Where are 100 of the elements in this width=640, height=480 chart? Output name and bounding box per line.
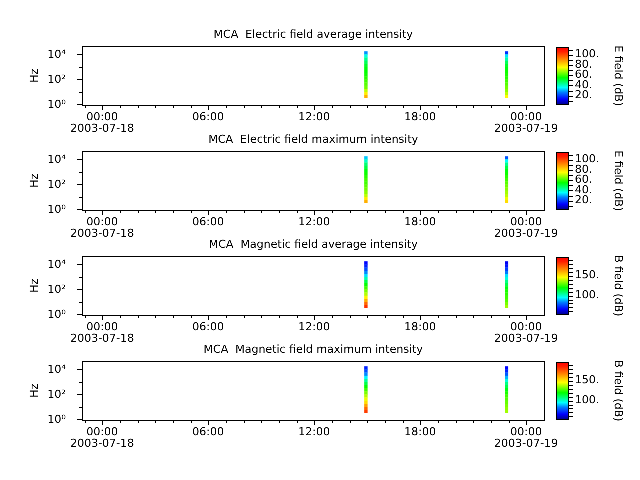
- point: [505, 200, 509, 204]
- color-bar-title: E field (dB): [612, 150, 626, 212]
- point: [364, 52, 368, 55]
- y-tick-label: 10²: [48, 178, 66, 191]
- color-bar-label: 100.: [575, 288, 600, 302]
- point: [364, 166, 368, 170]
- y-tick-label: 10⁰: [48, 98, 67, 111]
- color-bar-label: 100.: [575, 393, 600, 406]
- point: [364, 95, 368, 98]
- point: [364, 264, 368, 268]
- point: [364, 290, 368, 293]
- point: [364, 82, 368, 86]
- x-tick-label: 00:00 2003-07-19: [494, 216, 558, 240]
- point: [364, 274, 368, 278]
- point: [364, 283, 368, 287]
- point: [364, 370, 368, 373]
- point: [364, 299, 368, 302]
- point: [364, 197, 368, 200]
- point: [364, 60, 368, 64]
- y-tick-label: 10²: [48, 282, 66, 296]
- x-tick-label: 00:00 2003-07-19: [494, 426, 558, 450]
- point: [364, 376, 368, 380]
- point: [364, 262, 368, 265]
- y-tick-label: 10⁴: [48, 258, 67, 271]
- color-bar-title: E field (dB): [612, 46, 626, 106]
- point: [364, 54, 368, 58]
- x-tick-label: 18:00: [404, 216, 436, 229]
- point: [364, 407, 368, 410]
- point: [364, 385, 368, 388]
- point: [364, 280, 368, 284]
- x-tick-label: 06:00: [192, 216, 224, 229]
- y-tick-label: 10⁴: [48, 152, 67, 166]
- point: [364, 292, 368, 296]
- chart-title: MCA Electric field average intensity: [214, 28, 414, 41]
- point: [505, 305, 509, 308]
- point: [364, 200, 368, 204]
- x-tick-label: 12:00: [298, 426, 330, 439]
- y-tick-label: 10⁰: [48, 308, 67, 321]
- x-tick-label: 00:00 2003-07-18: [70, 216, 134, 240]
- x-tick-label: 12:00: [298, 320, 330, 334]
- point: [505, 398, 509, 401]
- y-tick-label: 10⁴: [48, 362, 67, 376]
- point: [505, 280, 509, 284]
- point: [364, 188, 368, 191]
- point: [364, 80, 368, 83]
- point: [364, 67, 368, 70]
- point: [364, 382, 368, 386]
- point: [364, 400, 368, 404]
- point: [364, 270, 368, 274]
- point: [364, 70, 368, 74]
- point: [364, 296, 368, 300]
- color-bar-label: 150.: [575, 374, 600, 387]
- y-axis-title: Hz: [28, 174, 41, 188]
- point: [505, 175, 509, 178]
- point: [505, 410, 509, 414]
- point: [364, 58, 368, 61]
- point: [364, 286, 368, 290]
- point: [364, 86, 368, 90]
- x-tick-label: 06:00: [192, 426, 224, 439]
- point: [364, 305, 368, 308]
- y-axis-title: Hz: [28, 384, 41, 398]
- point: [364, 277, 368, 280]
- point: [364, 175, 368, 178]
- point: [364, 156, 368, 160]
- color-bar-title: B field (dB): [612, 360, 626, 422]
- color-bar-title: B field (dB): [612, 255, 626, 317]
- point: [505, 268, 509, 271]
- x-tick-label: 00:00 2003-07-19: [494, 110, 558, 136]
- point: [364, 89, 368, 92]
- y-tick-label: 10²: [48, 72, 66, 86]
- color-bar-label: 150.: [575, 268, 600, 282]
- point: [364, 76, 368, 80]
- x-tick-label: 00:00 2003-07-18: [70, 426, 134, 450]
- y-tick-label: 10⁰: [48, 202, 67, 216]
- point: [505, 188, 509, 191]
- x-tick-label: 06:00: [192, 320, 224, 334]
- point: [364, 184, 368, 188]
- point: [364, 268, 368, 271]
- point: [364, 372, 368, 376]
- chart-title: MCA Magnetic field average intensity: [208, 238, 418, 251]
- chart-title: MCA Magnetic field maximum intensity: [204, 342, 424, 356]
- point: [505, 292, 509, 296]
- point: [364, 398, 368, 401]
- color-bar-label: 20.: [575, 88, 592, 102]
- y-tick-label: 10⁴: [48, 48, 67, 61]
- point: [364, 302, 368, 306]
- x-tick-label: 06:00: [192, 110, 224, 124]
- x-tick-label: 12:00: [298, 110, 330, 124]
- point: [364, 169, 368, 172]
- x-tick-label: 00:00 2003-07-18: [70, 320, 134, 346]
- point: [505, 70, 509, 74]
- y-axis-title: Hz: [28, 278, 41, 294]
- chart-title: MCA Electric field maximum intensity: [208, 132, 419, 146]
- point: [505, 58, 509, 61]
- point: [364, 388, 368, 392]
- x-tick-label: 18:00: [404, 426, 436, 439]
- x-tick-label: 00:00 2003-07-19: [494, 320, 558, 346]
- y-tick-label: 10⁰: [48, 412, 67, 426]
- point: [364, 162, 368, 166]
- y-tick-label: 10²: [48, 388, 66, 401]
